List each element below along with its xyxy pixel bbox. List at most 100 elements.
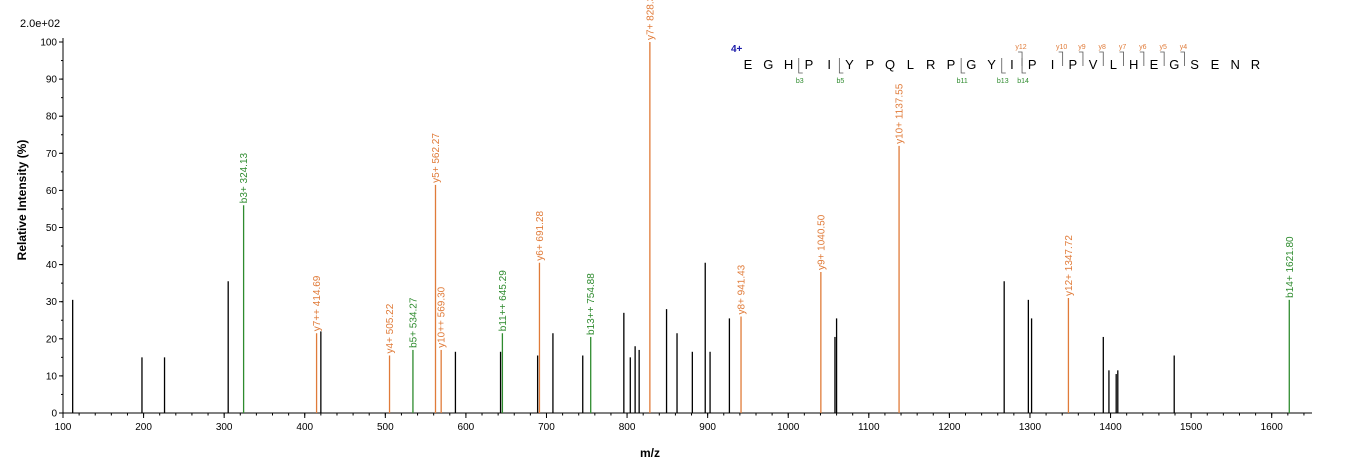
peak-label: y7++ 414.69 <box>312 275 323 331</box>
peak-label: b3+ 324.13 <box>239 152 250 203</box>
x-axis-title: m/z <box>640 446 660 460</box>
sequence-residue: I <box>827 57 831 72</box>
sequence-residue: I <box>1010 57 1014 72</box>
y-tick-label: 60 <box>46 186 58 197</box>
x-tick-label: 800 <box>619 422 636 433</box>
intensity-scale-label: 2.0e+02 <box>20 18 60 30</box>
y-ion-cleavage-mark <box>1078 51 1084 66</box>
sequence-residue: P <box>947 57 956 72</box>
y-ion-cleavage-mark <box>1180 51 1185 66</box>
axes-layer: 0 10 20 30 40 50 60 70 80 90 100 100 200 300 400 500 600… <box>40 38 1312 433</box>
peak-label: y6+ 691.28 <box>535 211 546 261</box>
y-ion-cleavage-mark <box>1018 51 1023 66</box>
peak-label: y10+ 1137.55 <box>895 83 906 144</box>
x-tick-label: 900 <box>699 422 716 433</box>
b-ion-cleavage-mark <box>798 58 803 74</box>
x-tick-label: 1400 <box>1099 422 1122 433</box>
x-tick-label: 300 <box>216 422 233 433</box>
sequence-residue: I <box>1051 57 1055 72</box>
y-ion-cleavage-mark <box>1139 51 1145 66</box>
b-ion-cleavage-mark <box>1001 58 1006 74</box>
sequence-residue: G <box>1169 57 1179 72</box>
b-ion-label: b5 <box>836 78 844 85</box>
sequence-residue: R <box>926 57 935 72</box>
peak-label: b13++ 754.88 <box>586 273 597 335</box>
x-tick-label: 600 <box>458 422 475 433</box>
peaks-layer: b3+ 324.13 y7++ 414.69 y4+ 505.22 b5+ 534.2… <box>72 0 1296 413</box>
peak-label: y4+ 505.22 <box>385 303 396 353</box>
y-axis-title: Relative Intensity (%) <box>15 140 29 261</box>
y-ion-label: y6 <box>1139 44 1147 51</box>
sequence-residue: Y <box>845 57 854 72</box>
y-ion-label: y12 <box>1015 44 1026 51</box>
y-tick-label: 40 <box>46 260 58 271</box>
x-tick-label: 700 <box>538 422 555 433</box>
y-ion-label: y10 <box>1056 44 1067 51</box>
x-tick-label: 1300 <box>1019 422 1042 433</box>
peak-label: b5+ 534.27 <box>408 297 419 348</box>
x-tick-label: 1600 <box>1261 422 1284 433</box>
x-tick-label: 1500 <box>1180 422 1203 433</box>
b-ion-label: b13 <box>997 78 1009 85</box>
x-tick-label: 200 <box>135 422 152 433</box>
y-ion-cleavage-mark <box>1160 51 1165 66</box>
sequence-residue: L <box>907 57 914 72</box>
sequence-residue: P <box>805 57 814 72</box>
x-tick-label: 500 <box>377 422 394 433</box>
peak-label: y7+ 828.3 <box>645 0 656 40</box>
y-tick-label: 0 <box>51 409 57 420</box>
y-ion-cleavage-mark <box>1119 51 1124 66</box>
y-tick-label: 70 <box>46 149 58 160</box>
b-ion-cleavage-mark <box>838 58 844 74</box>
y-ion-label: y4 <box>1180 44 1188 51</box>
y-tick-label: 20 <box>46 334 58 345</box>
y-ion-label: y5 <box>1159 44 1167 51</box>
x-tick-label: 400 <box>296 422 313 433</box>
b-ion-cleavage-mark <box>960 58 966 74</box>
y-tick-label: 50 <box>46 223 58 234</box>
y-tick-label: 100 <box>40 38 57 49</box>
sequence-residue: G <box>966 57 976 72</box>
peak-label: b14+ 1621.80 <box>1285 236 1296 298</box>
peak-label: b11++ 645.29 <box>498 270 509 331</box>
sequence-residue: V <box>1089 57 1098 72</box>
peak-label: y10++ 569.30 <box>437 286 448 348</box>
b-ion-label: b14 <box>1017 78 1029 85</box>
sequence-residue: N <box>1231 57 1240 72</box>
charge-state-label: 4+ <box>731 44 743 55</box>
x-tick-label: 1100 <box>858 422 880 433</box>
peak-label: y9+ 1040.50 <box>816 214 827 270</box>
sequence-residue: Y <box>987 57 996 72</box>
y-ion-label: y9 <box>1078 44 1086 51</box>
x-tick-label: 100 <box>55 422 72 433</box>
sequence-residue: P <box>1068 57 1077 72</box>
sequence-residue: E <box>1211 57 1220 72</box>
y-ion-label: y8 <box>1099 44 1107 51</box>
b-ion-cleavage-mark <box>1021 58 1027 74</box>
y-tick-label: 10 <box>46 371 58 382</box>
y-ion-cleavage-mark <box>1058 51 1064 66</box>
b-ion-label: b3 <box>796 78 804 85</box>
sequence-residue: P <box>1028 57 1037 72</box>
y-tick-label: 80 <box>46 112 58 123</box>
y-ion-cleavage-mark <box>1099 51 1104 66</box>
x-tick-label: 1200 <box>938 422 961 433</box>
y-tick-label: 90 <box>46 75 58 86</box>
y-ion-label: y7 <box>1119 44 1127 51</box>
sequence-residue: G <box>763 57 773 72</box>
b-ion-label: b11 <box>957 78 968 85</box>
sequence-residue: L <box>1110 57 1117 72</box>
peak-label: y5+ 562.27 <box>431 133 442 183</box>
sequence-residue: H <box>1129 57 1138 72</box>
sequence-residue: H <box>784 57 793 72</box>
sequence-residue: Q <box>885 57 895 72</box>
sequence-residue: E <box>1150 57 1159 72</box>
peak-label: y12+ 1347.72 <box>1064 235 1075 296</box>
x-tick-label: 1000 <box>777 422 800 433</box>
y-tick-label: 30 <box>46 297 58 308</box>
sequence-residue: S <box>1190 57 1199 72</box>
peak-label: y8+ 941.43 <box>737 264 748 314</box>
sequence-residue: P <box>865 57 874 72</box>
